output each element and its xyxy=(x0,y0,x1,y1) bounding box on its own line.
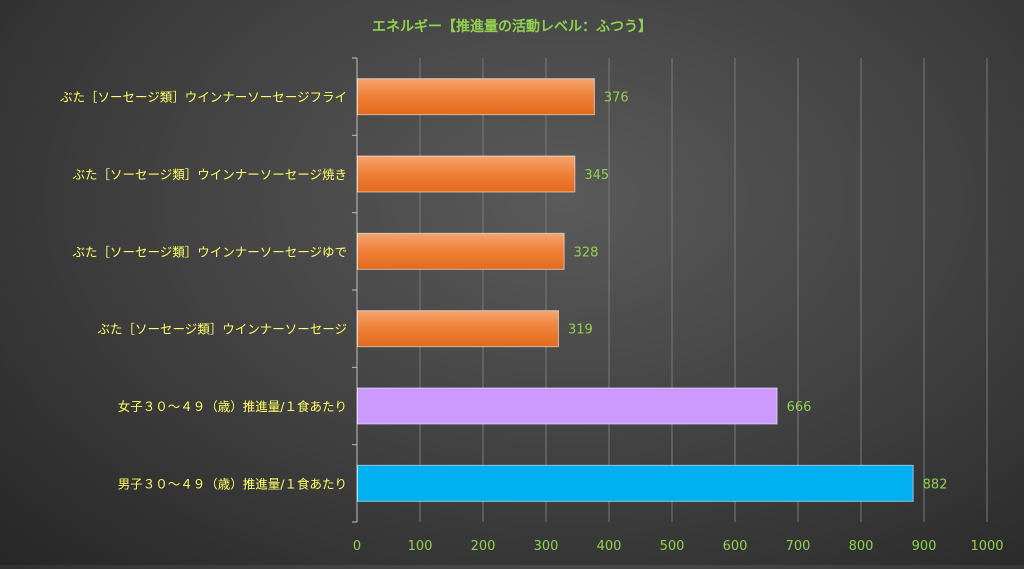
bar xyxy=(357,310,559,348)
bar xyxy=(357,232,565,270)
x-tick-label: 600 xyxy=(723,539,748,554)
x-tick-label: 500 xyxy=(660,539,685,554)
x-tick-label: 900 xyxy=(912,539,937,554)
category-label: 女子３０～４９（歳）推進量/１食あたり xyxy=(118,399,347,414)
bar xyxy=(357,387,778,425)
x-tick-label: 100 xyxy=(408,539,433,554)
grid-layer xyxy=(352,57,988,523)
x-tick-label: 700 xyxy=(786,539,811,554)
bar xyxy=(357,155,576,193)
data-label: 376 xyxy=(604,91,629,106)
x-tick-label: 0 xyxy=(353,539,361,554)
bar xyxy=(357,464,914,502)
data-label: 666 xyxy=(787,400,812,415)
x-tick-label: 1000 xyxy=(970,539,1003,554)
x-tick-label: 800 xyxy=(849,539,874,554)
category-label: ぶた［ソーセージ類］ウインナーソーセージ xyxy=(97,322,347,337)
data-label: 345 xyxy=(584,168,609,183)
x-tick-label: 200 xyxy=(471,539,496,554)
bar xyxy=(357,78,595,116)
x-tick-label: 300 xyxy=(534,539,559,554)
x-tick-label: 400 xyxy=(597,539,622,554)
category-label: 男子３０～４９（歳）推進量/１食あたり xyxy=(118,476,347,491)
category-label: ぶた［ソーセージ類］ウインナーソーセージフライ xyxy=(60,90,347,105)
category-label: ぶた［ソーセージ類］ウインナーソーセージゆで xyxy=(72,244,347,259)
label-layer: 0 100 200 300 400 500 600 700 800 900 1000 ぶた［ソーセージ… xyxy=(60,90,1004,554)
chart-title: エネルギー【推進量の活動レベル：ふつう】 xyxy=(372,18,652,35)
category-label: ぶた［ソーセージ類］ウインナーソーセージ焼き xyxy=(72,167,347,182)
bar-layer xyxy=(357,78,914,502)
data-label: 882 xyxy=(923,477,948,492)
data-label: 319 xyxy=(568,323,593,338)
data-label: 328 xyxy=(574,245,599,260)
